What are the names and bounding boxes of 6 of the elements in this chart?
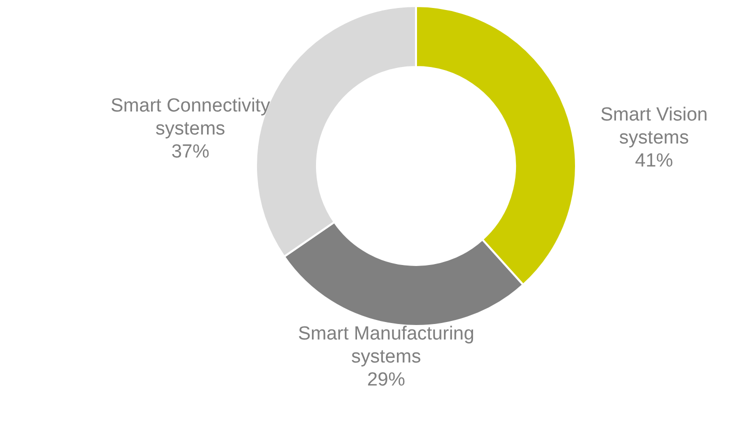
data-label: 37% <box>171 142 210 163</box>
slice-label: Smart Manufacturing systems <box>298 324 474 368</box>
data-label: 41% <box>635 150 674 172</box>
slice-label: Smart Vision systems <box>600 104 708 148</box>
data-label: 29% <box>367 370 406 391</box>
slice-label: Smart Connectivity systems <box>110 96 271 140</box>
